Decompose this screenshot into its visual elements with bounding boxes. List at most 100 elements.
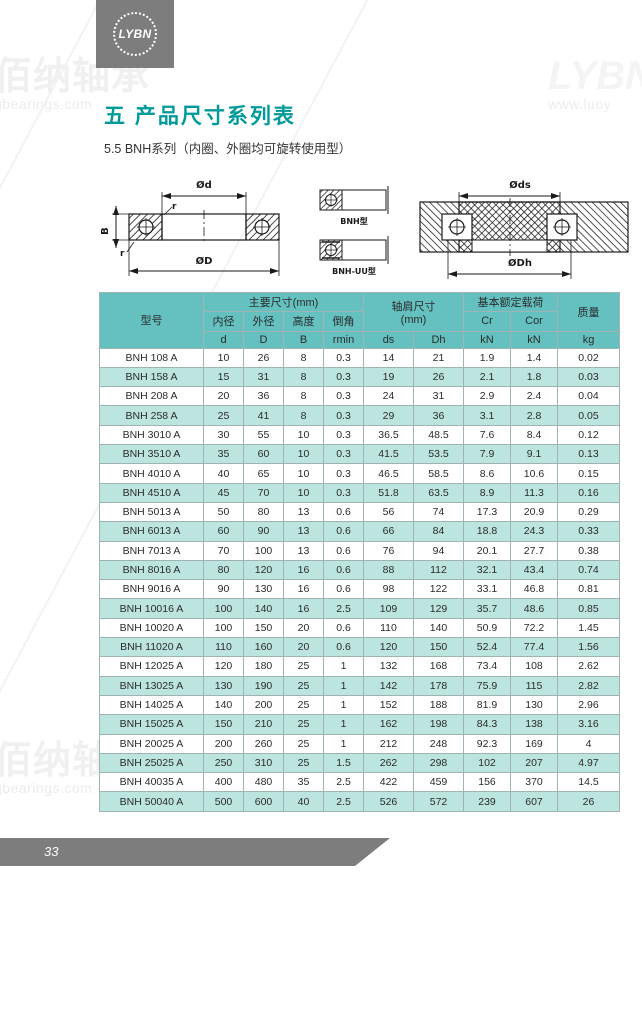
cell-Cr: 2.9 bbox=[463, 386, 511, 407]
cell-rmin: 0.3 bbox=[323, 463, 364, 484]
cell-Cr: 92.3 bbox=[463, 733, 511, 754]
page-number: 33 bbox=[44, 844, 59, 859]
footer-bar bbox=[0, 838, 390, 866]
svg-text:r: r bbox=[120, 249, 125, 259]
table-row: BNH 8016 A 80 120 16 0.6 88 112 32.1 43.4 0.74 bbox=[99, 559, 620, 581]
svg-text:B: B bbox=[100, 227, 111, 235]
unit-B: B bbox=[283, 330, 324, 349]
cell-Cr: 81.9 bbox=[463, 694, 511, 716]
cell-B: 13 bbox=[283, 501, 324, 523]
cell-model: BNH 3510 A bbox=[99, 444, 204, 465]
table-row: BNH 6013 A 60 90 13 0.6 66 84 18.8 24.3 0.33 bbox=[99, 521, 620, 542]
cell-Cr: 50.9 bbox=[463, 617, 511, 639]
svg-text:Ød: Ød bbox=[196, 179, 212, 191]
header-load-ratings: 基本额定载荷 bbox=[463, 291, 558, 313]
cell-model: BNH 5013 A bbox=[99, 501, 204, 523]
table-row: BNH 15025 A 150 210 25 1 162 198 84.3 138 3.16 bbox=[99, 714, 620, 735]
cell-D: 200 bbox=[243, 694, 284, 716]
cell-d: 10 bbox=[203, 347, 244, 368]
cell-ds: 526 bbox=[363, 791, 414, 812]
table-row: BNH 11020 A 110 160 20 0.6 120 150 52.4 77.4 1.56 bbox=[99, 637, 620, 658]
cell-model: BNH 10016 A bbox=[99, 598, 204, 619]
cell-d: 120 bbox=[203, 656, 244, 677]
cell-Dh: 572 bbox=[413, 791, 464, 812]
cell-model: BNH 10020 A bbox=[99, 617, 204, 639]
cell-d: 400 bbox=[203, 772, 244, 793]
cell-model: BNH 20025 A bbox=[99, 733, 204, 754]
cell-Cr: 239 bbox=[463, 791, 511, 812]
unit-ds: ds bbox=[363, 330, 414, 349]
cell-ds: 212 bbox=[363, 733, 414, 754]
cell-rmin: 0.6 bbox=[323, 617, 364, 639]
header-model: 型号 bbox=[99, 292, 204, 349]
cell-rmin: 0.3 bbox=[323, 347, 364, 368]
cell-Cor: 24.3 bbox=[510, 521, 558, 542]
cell-B: 16 bbox=[283, 559, 324, 581]
cell-d: 45 bbox=[203, 482, 244, 503]
cell-d: 100 bbox=[203, 598, 244, 619]
cell-Dh: 459 bbox=[413, 772, 464, 793]
cell-Cr: 32.1 bbox=[463, 559, 511, 581]
cell-model: BNH 14025 A bbox=[99, 694, 204, 716]
table-row: BNH 208 A 20 36 8 0.3 24 31 2.9 2.4 0.04 bbox=[99, 386, 620, 407]
watermark-brand-url: www.luoy bbox=[548, 96, 612, 112]
cell-ds: 162 bbox=[363, 714, 414, 735]
cell-Cr: 73.4 bbox=[463, 656, 511, 677]
cell-d: 70 bbox=[203, 540, 244, 561]
cell-model: BNH 8016 A bbox=[99, 559, 204, 581]
variant-open-label: BNH型 bbox=[340, 216, 368, 226]
header-shoulder-dims: 轴肩尺寸 (mm) bbox=[363, 292, 464, 332]
table-row: BNH 3010 A 30 55 10 0.3 36.5 48.5 7.6 8.4 0.12 bbox=[99, 424, 620, 446]
cell-Cr: 84.3 bbox=[463, 714, 511, 735]
bearing-cross-section-drawing: Ød B r bbox=[96, 166, 312, 293]
cell-Cor: 20.9 bbox=[510, 501, 558, 523]
cell-rmin: 2.5 bbox=[323, 791, 364, 812]
cell-kg: 0.12 bbox=[557, 424, 620, 446]
cell-kg: 0.13 bbox=[557, 444, 620, 465]
cell-Dh: 58.5 bbox=[413, 463, 464, 484]
cell-ds: 41.5 bbox=[363, 444, 414, 465]
cell-ds: 24 bbox=[363, 386, 414, 407]
cell-B: 25 bbox=[283, 714, 324, 735]
cell-rmin: 0.3 bbox=[323, 386, 364, 407]
specification-table-container: 型号 主要尺寸(mm) 轴肩尺寸 (mm) 基本额定载荷 质量 内径 外径 高度… bbox=[99, 291, 620, 812]
cell-model: BNH 25025 A bbox=[99, 752, 204, 774]
cell-Dh: 112 bbox=[413, 559, 464, 581]
cell-B: 40 bbox=[283, 791, 324, 812]
table-row: BNH 12025 A 120 180 25 1 132 168 73.4 108 2.62 bbox=[99, 656, 620, 677]
cell-B: 25 bbox=[283, 752, 324, 774]
page-title: 五 产品尺寸系列表 bbox=[104, 105, 296, 128]
cell-Dh: 129 bbox=[413, 598, 464, 619]
unit-d: d bbox=[203, 330, 244, 349]
cell-Cr: 8.6 bbox=[463, 463, 511, 484]
cell-B: 8 bbox=[283, 386, 324, 407]
header-main-dims: 主要尺寸(mm) bbox=[203, 291, 364, 313]
cell-d: 130 bbox=[203, 675, 244, 696]
cell-D: 70 bbox=[243, 482, 284, 503]
table-header: 型号 主要尺寸(mm) 轴肩尺寸 (mm) 基本额定载荷 质量 内径 外径 高度… bbox=[99, 291, 620, 349]
cell-D: 160 bbox=[243, 637, 284, 658]
cell-Cr: 52.4 bbox=[463, 637, 511, 658]
unit-cr: kN bbox=[463, 330, 511, 349]
cell-model: BNH 11020 A bbox=[99, 637, 204, 658]
cell-d: 25 bbox=[203, 405, 244, 426]
cell-Cr: 7.6 bbox=[463, 424, 511, 446]
cell-kg: 26 bbox=[557, 791, 620, 812]
table-row: BNH 258 A 25 41 8 0.3 29 36 3.1 2.8 0.05 bbox=[99, 405, 620, 426]
cell-Dh: 248 bbox=[413, 733, 464, 754]
cell-d: 40 bbox=[203, 463, 244, 484]
cell-Cor: 169 bbox=[510, 733, 558, 754]
cell-D: 100 bbox=[243, 540, 284, 561]
cell-Cr: 1.9 bbox=[463, 347, 511, 368]
cell-Dh: 36 bbox=[413, 405, 464, 426]
cell-kg: 0.29 bbox=[557, 501, 620, 523]
cell-rmin: 0.6 bbox=[323, 579, 364, 600]
cell-Dh: 140 bbox=[413, 617, 464, 639]
cell-model: BNH 12025 A bbox=[99, 656, 204, 677]
cell-Cor: 207 bbox=[510, 752, 558, 774]
cell-kg: 2.96 bbox=[557, 694, 620, 716]
unit-rmin: rmin bbox=[323, 330, 364, 349]
cell-d: 250 bbox=[203, 752, 244, 774]
cell-Cor: 46.8 bbox=[510, 579, 558, 600]
cell-ds: 422 bbox=[363, 772, 414, 793]
